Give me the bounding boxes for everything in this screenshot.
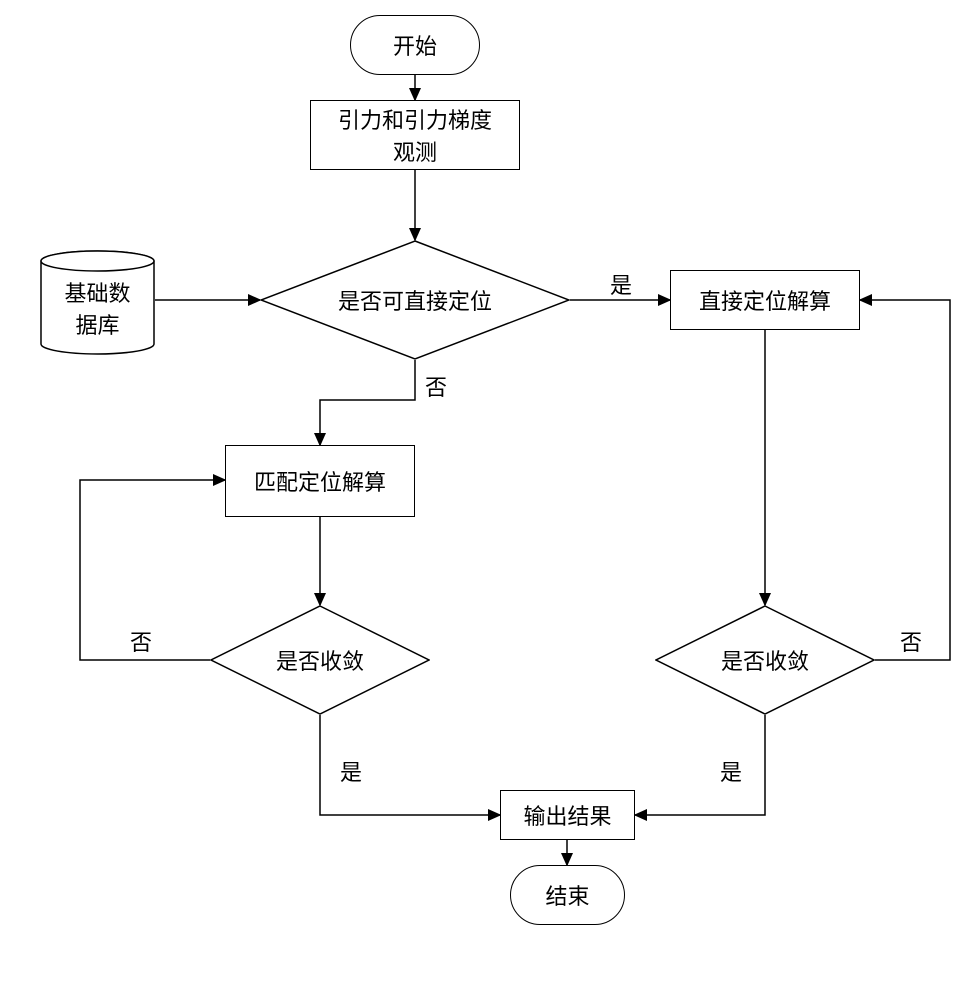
can-direct-decision: 是否可直接定位	[260, 240, 570, 360]
direct-calc-node: 直接定位解算	[670, 270, 860, 330]
edge-label-yes2: 是	[340, 755, 362, 787]
edge-label-yes1-text: 是	[610, 273, 632, 298]
edge-label-no2-text: 否	[130, 630, 152, 655]
converge2-text: 是否收敛	[721, 644, 809, 676]
edge-label-yes3: 是	[720, 755, 742, 787]
edge-label-yes1: 是	[610, 268, 632, 300]
database-label-l2: 据库	[75, 313, 119, 338]
edge-label-yes2-text: 是	[340, 760, 362, 785]
database-label-l1: 基础数	[64, 281, 130, 306]
edge-label-no3-text: 否	[900, 630, 922, 655]
observe-node: 引力和引力梯度 观测	[310, 100, 520, 170]
start-label: 开始	[393, 29, 437, 61]
end-label: 结束	[545, 879, 589, 911]
edge-label-no1: 否	[425, 370, 447, 402]
converge1-label: 是否收敛	[210, 605, 430, 715]
edge-label-yes3-text: 是	[720, 760, 742, 785]
output-label: 输出结果	[523, 799, 611, 831]
flowchart-canvas: 开始 引力和引力梯度 观测 基础数 据库 是否可直接定位 直接定位解算 匹配定位…	[0, 0, 976, 1000]
match-calc-node: 匹配定位解算	[225, 445, 415, 517]
observe-label-l2: 观测	[393, 140, 437, 165]
output-node: 输出结果	[500, 790, 635, 840]
converge2-decision: 是否收敛	[655, 605, 875, 715]
end-node: 结束	[510, 865, 625, 925]
converge1-decision: 是否收敛	[210, 605, 430, 715]
can-direct-label: 是否可直接定位	[260, 240, 570, 360]
edge-label-no2: 否	[130, 625, 152, 657]
observe-label-l1: 引力和引力梯度	[338, 108, 492, 133]
converge1-text: 是否收敛	[276, 644, 364, 676]
converge2-label: 是否收敛	[655, 605, 875, 715]
edge-label-no1-text: 否	[425, 375, 447, 400]
start-node: 开始	[350, 15, 480, 75]
observe-label: 引力和引力梯度 观测	[338, 103, 492, 167]
edge-label-no3: 否	[900, 625, 922, 657]
can-direct-text: 是否可直接定位	[338, 284, 492, 316]
database-node: 基础数 据库	[40, 250, 155, 355]
match-calc-label: 匹配定位解算	[254, 465, 386, 497]
direct-calc-label: 直接定位解算	[699, 284, 831, 316]
database-label: 基础数 据库	[40, 270, 155, 345]
